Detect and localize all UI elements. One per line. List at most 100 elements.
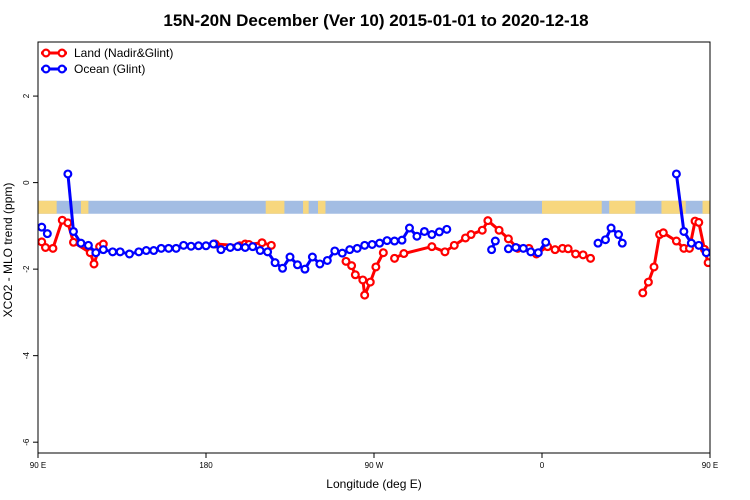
data-point: [718, 248, 725, 255]
x-tick-label: 180: [199, 461, 213, 470]
data-point: [360, 290, 370, 300]
data-point: [347, 261, 357, 271]
data-point: [360, 240, 370, 250]
data-point: [434, 227, 444, 237]
x-tick-label: 0: [540, 461, 545, 470]
legend-item: Land (Nadir&Glint): [41, 46, 173, 60]
legend-label: Land (Nadir&Glint): [74, 46, 173, 60]
y-tick-label: -2: [22, 265, 31, 273]
data-point: [526, 247, 536, 257]
data-point: [571, 249, 581, 259]
data-point: [358, 275, 368, 285]
data-point: [307, 252, 317, 262]
data-point: [352, 243, 362, 253]
data-point: [91, 248, 101, 258]
map-land-patch: [80, 200, 89, 214]
data-point: [487, 245, 497, 255]
data-point: [194, 241, 204, 251]
data-point: [124, 249, 134, 259]
data-point: [179, 240, 189, 250]
data-point: [518, 243, 528, 253]
data-point: [270, 258, 280, 268]
x-tick-label: 90 W: [365, 461, 384, 470]
data-point: [322, 255, 332, 265]
data-point: [134, 247, 144, 257]
data-point: [63, 218, 73, 228]
data-point: [701, 248, 710, 258]
data-point: [76, 238, 86, 248]
data-point: [638, 288, 648, 298]
data-point: [442, 224, 452, 234]
x-axis: 90 E 180 90 W 0 90 E: [30, 453, 718, 470]
data-point: [186, 241, 196, 251]
data-point: [225, 243, 235, 253]
data-point: [671, 236, 681, 246]
data-point: [255, 246, 265, 256]
data-point: [593, 238, 603, 248]
data-point: [330, 246, 340, 256]
data-point: [345, 245, 355, 255]
data-point: [658, 228, 668, 238]
data-point: [257, 238, 267, 248]
data-point: [208, 239, 218, 249]
data-point: [263, 247, 273, 257]
data-point: [740, 248, 747, 255]
data-point: [375, 238, 385, 248]
data-point: [503, 244, 513, 254]
data-point: [98, 245, 108, 255]
series-line: [66, 173, 448, 271]
data-point: [68, 237, 78, 247]
data-point: [550, 245, 560, 255]
data-point: [725, 248, 732, 255]
data-point: [483, 216, 493, 226]
data-point: [617, 238, 627, 248]
data-point: [533, 248, 543, 258]
data-point: [83, 240, 93, 250]
series-group: [38, 169, 747, 274]
map-land-patch: [702, 200, 710, 214]
data-point: [367, 239, 377, 249]
data-point: [315, 259, 325, 269]
data-point: [412, 231, 422, 241]
data-point: [649, 262, 659, 272]
chart-title: 15N-20N December (Ver 10) 2015-01-01 to …: [163, 11, 588, 30]
data-point: [63, 169, 73, 179]
series-layer: [38, 169, 747, 300]
data-point: [201, 241, 211, 251]
y-axis-label: XCO2 - MLO trend (ppm): [1, 183, 15, 318]
data-point: [341, 256, 351, 266]
data-point: [149, 246, 159, 256]
legend-marker: [41, 64, 51, 74]
data-point: [679, 226, 689, 236]
map-land-patch: [303, 200, 309, 214]
data-point: [449, 240, 459, 250]
data-point: [40, 243, 50, 253]
data-point: [371, 262, 381, 272]
map-land-patch: [542, 200, 602, 214]
data-point: [671, 169, 681, 179]
y-tick-label: 0: [22, 180, 31, 185]
legend: Land (Nadir&Glint) Ocean (Glint): [41, 46, 173, 76]
data-point: [285, 252, 295, 262]
data-point: [42, 229, 52, 239]
data-point: [365, 277, 375, 287]
data-point: [115, 247, 125, 257]
data-point: [427, 230, 437, 240]
data-point: [563, 244, 573, 254]
data-point: [350, 270, 360, 280]
data-point: [490, 236, 500, 246]
y-axis: 2 0 -2 -4 -6: [22, 93, 38, 446]
data-point: [300, 264, 310, 274]
x-tick-label: 90 E: [30, 461, 46, 470]
y-tick-label: -6: [22, 438, 31, 446]
data-point: [419, 226, 429, 236]
data-point: [292, 260, 302, 270]
data-point: [733, 251, 740, 258]
map-land-patch: [265, 200, 285, 214]
data-point: [694, 217, 704, 227]
data-point: [709, 247, 710, 253]
legend-marker: [41, 48, 51, 58]
data-point: [440, 247, 450, 257]
data-point: [586, 253, 596, 263]
